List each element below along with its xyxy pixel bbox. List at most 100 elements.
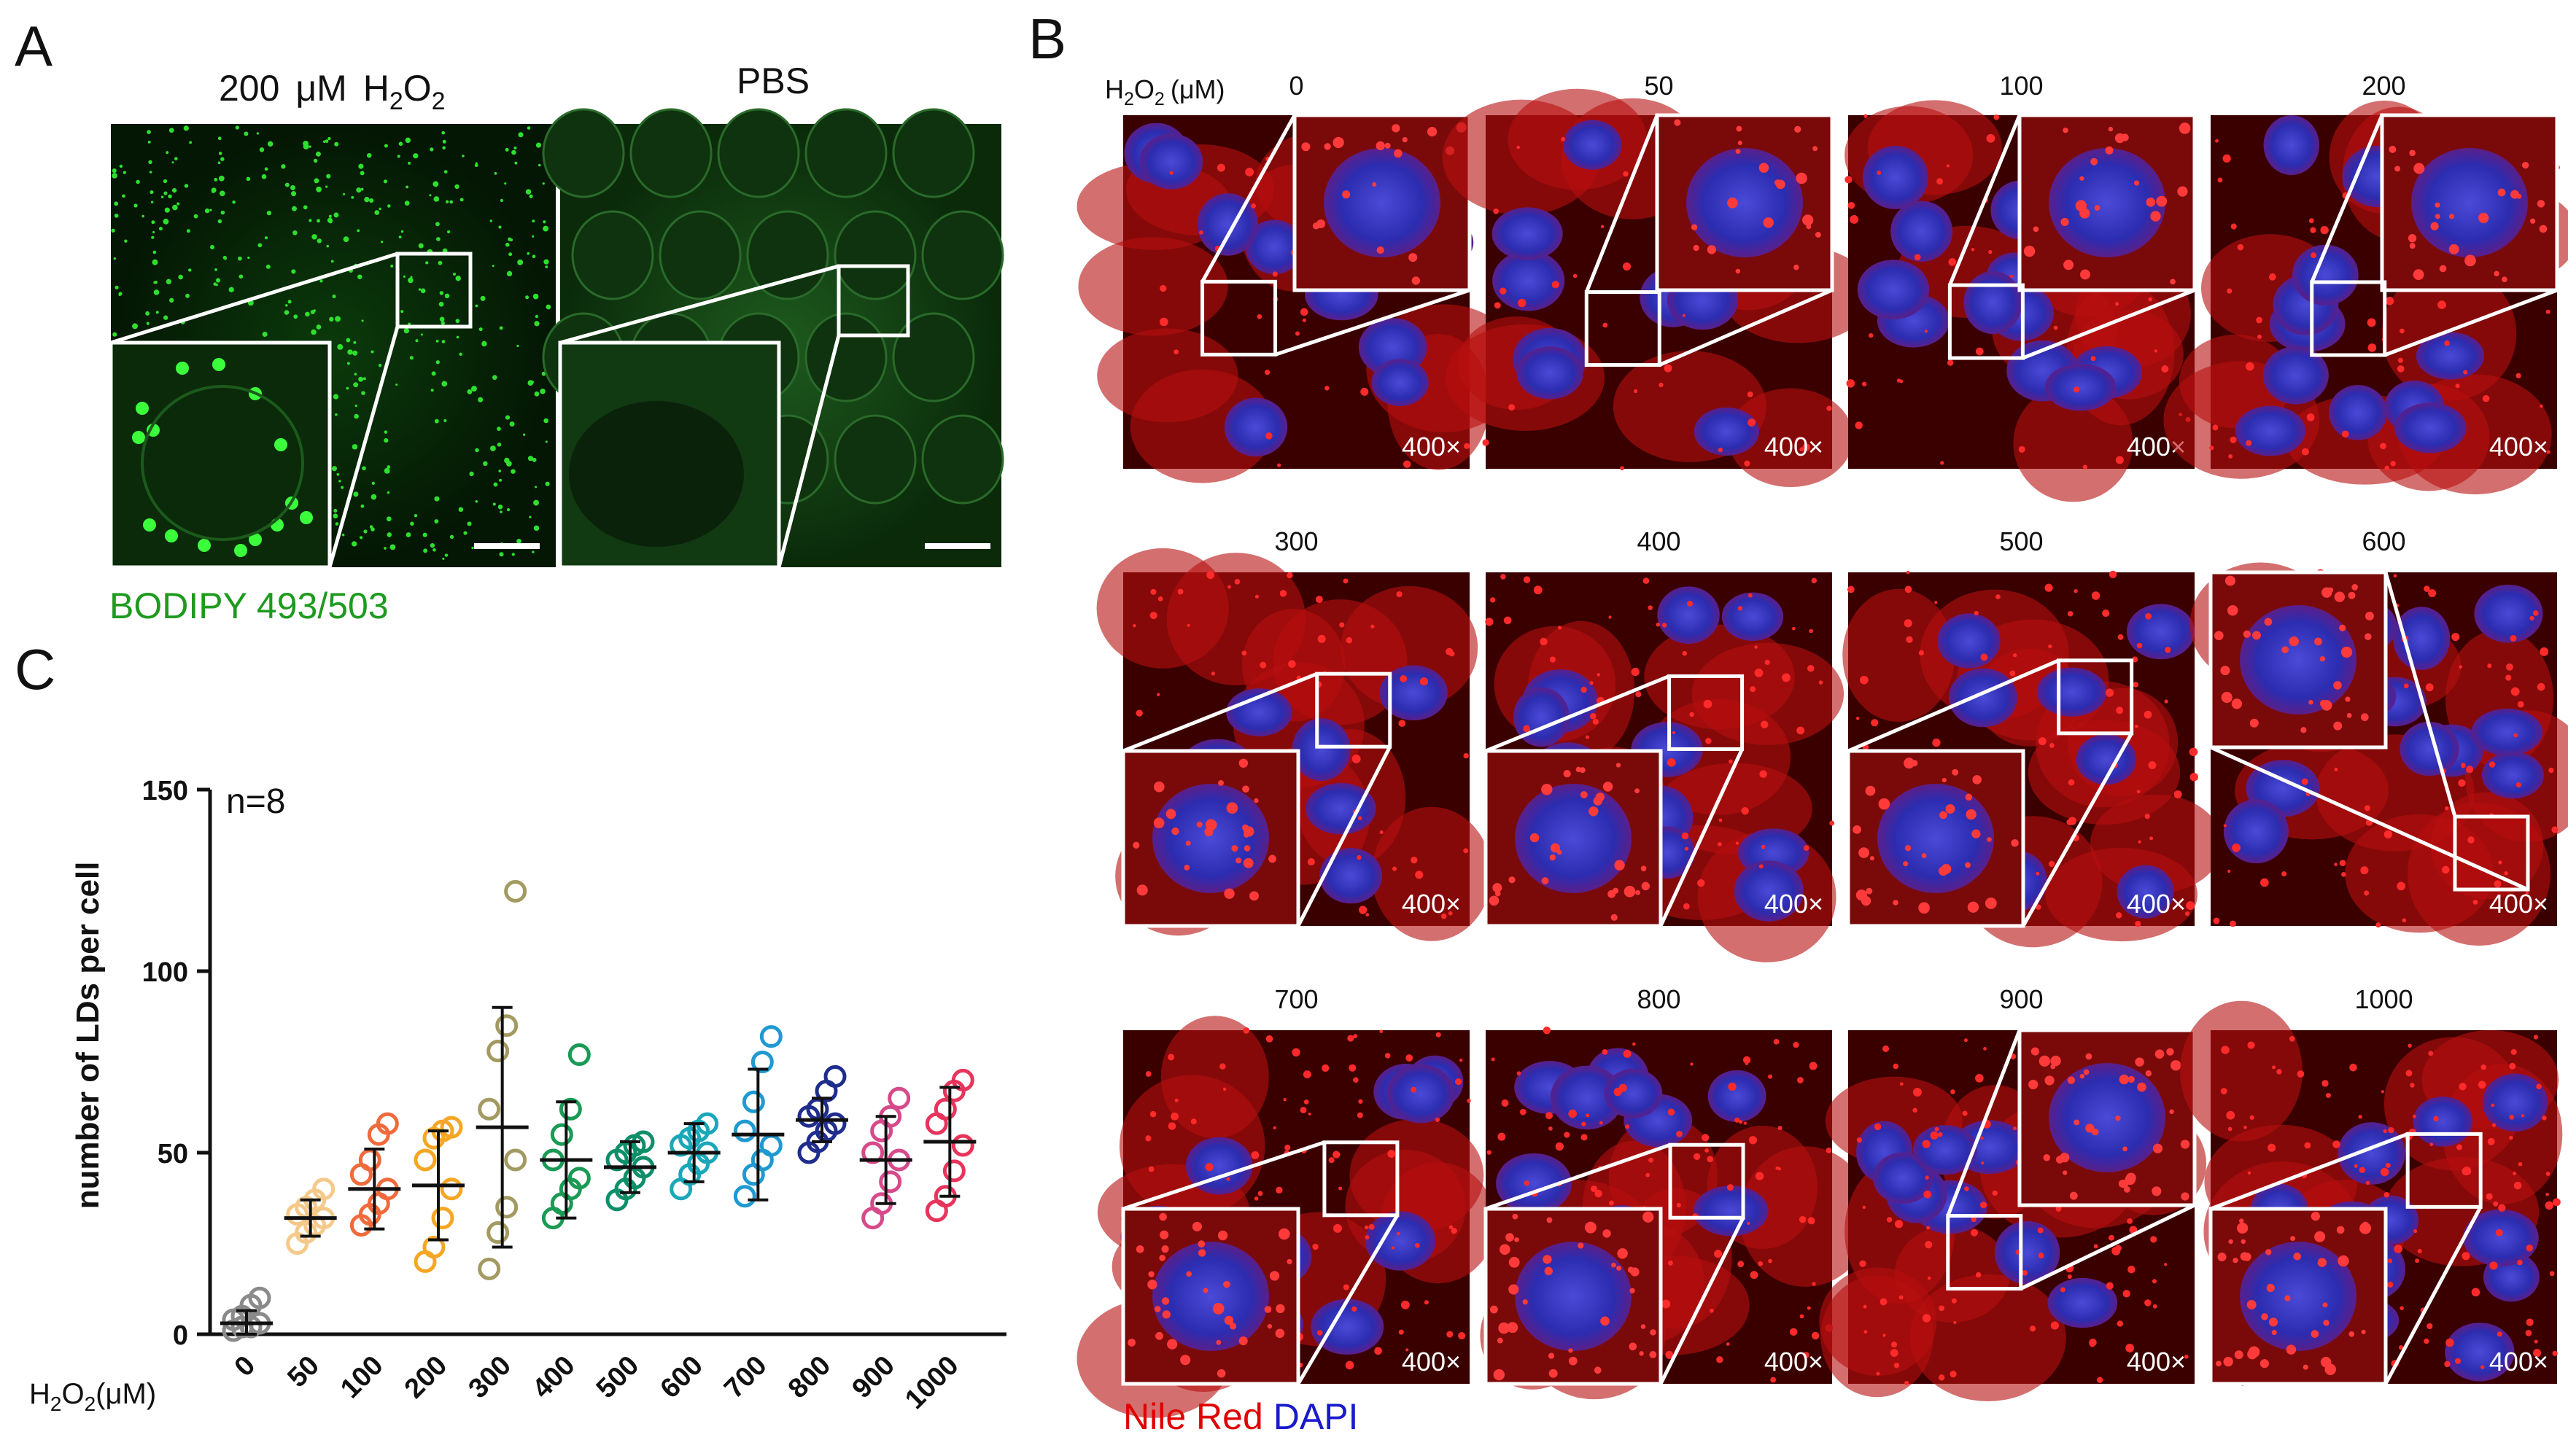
lipid-droplet [290,185,295,190]
nucleus [2262,346,2329,405]
y-tick-label: 0 [173,1320,188,1351]
lipid-droplet [291,269,296,274]
lipid-droplet [413,153,419,159]
lipid-droplet [300,511,313,524]
nucleus [1948,668,2018,728]
concentration-label: 50 [1644,71,1673,101]
lipid-droplet [145,311,150,316]
nucleus [2338,1122,2406,1185]
lipid-droplet [353,491,359,497]
lipid-droplet [499,552,504,557]
lipid-droplet-dots [111,125,551,560]
micrograph-900: 900 400× [1819,984,2207,1401]
lipid-droplet [430,542,435,548]
zoom-box [2310,280,2387,357]
x-tick-label: 700 [718,1350,773,1405]
lipid-droplet [371,527,375,532]
lipid-droplet [228,287,234,292]
x-tick-label: 200 [399,1350,454,1405]
nucleus [1873,1152,1933,1204]
x-tick-label: 900 [846,1350,901,1405]
nucleus [1371,359,1429,406]
lipid-droplet [111,228,115,233]
lipid-droplet [265,264,271,269]
series-900 [859,1086,912,1230]
concentration-label: 200 [2362,71,2405,101]
nucleus [2235,405,2306,456]
lipid-droplet [529,515,532,518]
lipid-droplet [535,486,538,488]
lipid-droplet [362,466,366,471]
lipid-droplet [309,145,311,148]
nucleus [1305,783,1376,835]
lipid-droplet [215,278,221,283]
y-axis-label: number of LDs per cell [70,862,106,1210]
lipid-droplet [516,538,521,544]
lipid-droplet [418,288,422,291]
legend-dapi: DAPI [1273,1396,1359,1437]
lipid-droplet [453,272,457,276]
lipid-droplet [525,189,532,195]
lipid-droplet [209,244,215,250]
lipid-droplet [458,507,464,513]
lipid-droplet [357,274,362,279]
lipid-droplet [168,128,174,133]
lipid-droplet [511,149,516,155]
lipid-droplet [435,339,439,343]
lipid-droplet [449,200,454,204]
zoom-box [1947,283,2025,360]
panel-a-left-title: 200 μM H2O2 [219,68,446,115]
lipid-droplet [176,362,189,375]
lipid-droplet [432,181,439,187]
lipid-droplet [357,229,360,233]
lipid-droplet [261,174,267,179]
panel-c-n-label: n=8 [226,782,285,821]
lipid-droplet [336,472,340,476]
zoom-box [2405,1132,2483,1209]
series-1000 [923,1068,977,1223]
lipid-droplet [384,547,387,550]
nucleus [1292,718,1351,782]
cell [571,210,654,300]
magnification-label: 400× [2127,889,2186,919]
x-tick-label: 300 [462,1350,517,1405]
lipid-droplet [361,319,364,322]
nucleus [2474,584,2543,643]
cell [892,108,975,198]
data-point [495,1014,519,1038]
data-point [879,1170,902,1194]
lipid-droplet [113,257,116,260]
lipid-droplet [185,293,190,298]
data-point [823,1112,847,1135]
lipid-droplet [406,532,411,537]
bodipy-pbs-image [542,108,1004,569]
lipid-droplet [444,293,450,299]
lipid-droplet [532,254,536,259]
lipid-droplet [366,152,372,158]
lipid-droplet [442,146,446,150]
nucleus [1721,592,1784,642]
lipid-droplet [522,433,526,436]
data-point [376,1112,399,1135]
lipid-droplet [404,201,410,206]
micrograph-600: 600 400× [2189,526,2568,946]
lipid-droplet [211,189,215,193]
lipid-droplet [341,533,345,537]
bodipy-h2o2-image [109,124,556,569]
nucleus [1694,407,1760,456]
lipid-droplet [459,198,464,202]
lipid-droplet [314,178,319,184]
concentration-label: 1000 [2354,984,2413,1014]
lipid-droplet [158,227,163,231]
nucleus [1516,346,1583,400]
nucleus [2471,708,2543,756]
lipid-droplet [166,151,169,155]
lipid-droplet [150,201,154,203]
lipid-droplet [478,397,484,402]
lipid-droplet [530,380,534,384]
lipid-droplet [259,147,265,152]
nucleus [2263,115,2319,176]
lipid-droplet [371,494,377,500]
lipid-droplet [343,192,346,195]
